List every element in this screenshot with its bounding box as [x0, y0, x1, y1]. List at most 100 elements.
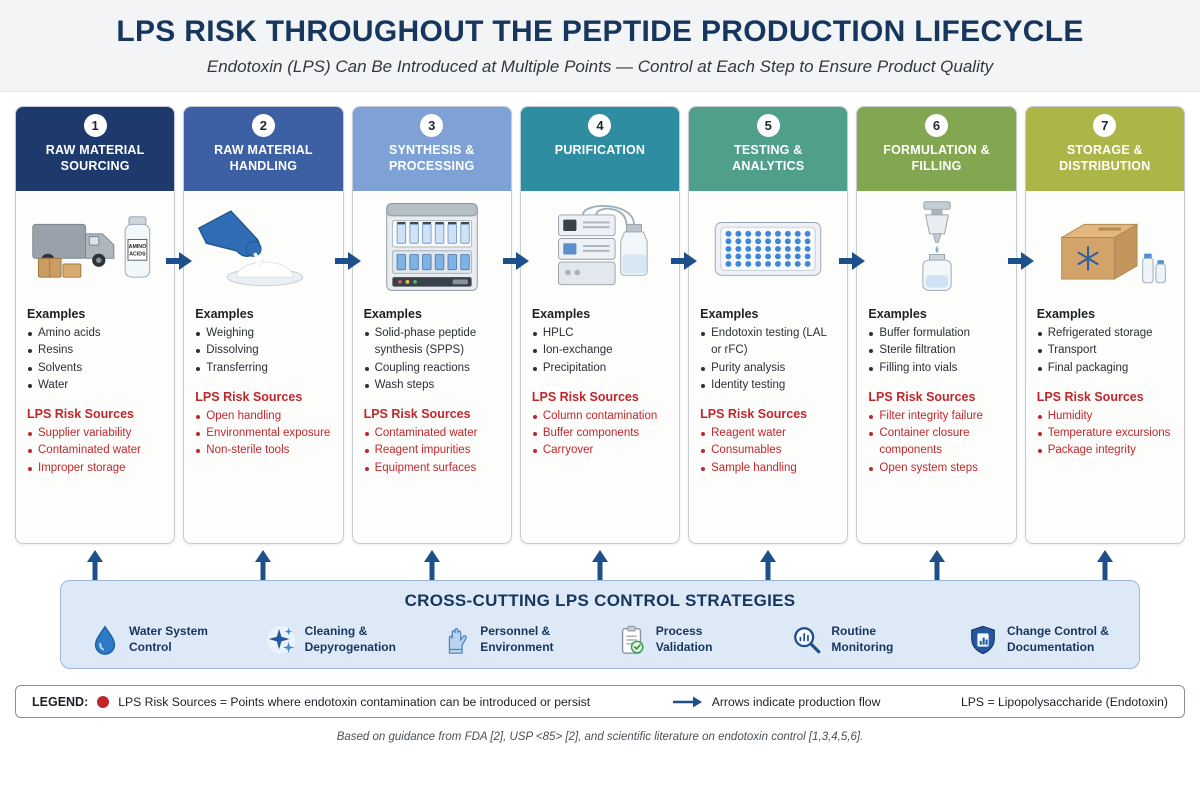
flow-arrow-icon: [166, 252, 192, 275]
risk-item: Reagent water: [700, 425, 836, 442]
risk-item: Contaminated water: [27, 442, 163, 459]
stage-number-badge: 1: [83, 114, 107, 137]
risk-item: Open handling: [195, 408, 331, 425]
example-item: Refrigerated storage: [1037, 325, 1173, 342]
shipping-box-and-vials-illustration: [1059, 223, 1166, 284]
example-item: Wash steps: [364, 377, 500, 394]
risk-item: Humidity: [1037, 408, 1173, 425]
stage-number-badge: 5: [756, 114, 780, 137]
legend-arrow-icon: [672, 696, 702, 707]
examples-heading: Examples: [195, 307, 254, 321]
risk-sources-heading: LPS Risk Sources: [363, 407, 471, 421]
stage-6-illustration-area: [857, 191, 1015, 303]
up-arrow-icon: [856, 550, 1016, 580]
example-item: Final packaging: [1037, 360, 1173, 377]
stage-card-5: 5 TESTING & ANALYTICS: [688, 106, 849, 544]
stage-4-body: Examples HPLC Ion-exchange Precipitation…: [521, 303, 679, 468]
stages-row: 1 RAW MATERIAL SOURCING: [15, 106, 1185, 544]
examples-heading: Examples: [531, 307, 591, 321]
page-header: LPS RISK THROUGHOUT THE PEPTIDE PRODUCTI…: [0, 0, 1200, 92]
up-arrows-row: [15, 550, 1185, 580]
flow-arrow-icon: [503, 252, 529, 275]
examples-list: Refrigerated storage Transport Final pac…: [1037, 325, 1173, 377]
example-item: Dissolving: [195, 342, 331, 359]
stage-title: TESTING & ANALYTICS: [732, 143, 805, 174]
risk-item: Reagent impurities: [364, 442, 500, 459]
risk-item: Equipment surfaces: [364, 460, 500, 477]
stage-2-header: 2 RAW MATERIAL HANDLING: [184, 107, 343, 191]
stage-3-header: 3 SYNTHESIS & PROCESSING: [352, 107, 511, 191]
stage-title: SYNTHESIS & PROCESSING: [388, 143, 475, 174]
risk-sources-list: Reagent water Consumables Sample handlin…: [700, 425, 836, 477]
examples-list: HPLC Ion-exchange Precipitation: [532, 325, 668, 377]
stage-7-illustration-area: [1026, 191, 1184, 303]
flow-arrow-icon: [839, 252, 865, 275]
stage-card-6: 6 FORMULATION & FILLING: [856, 106, 1017, 544]
risk-item: Improper storage: [27, 460, 163, 477]
risk-sources-list: Open handling Environmental exposure Non…: [195, 408, 331, 460]
example-item: Weighing: [195, 325, 331, 342]
risk-item: Column contamination: [532, 408, 668, 425]
examples-list: Solid-phase peptide synthesis (SPPS) Cou…: [364, 325, 500, 394]
risk-item: Sample handling: [700, 460, 836, 477]
risk-item: Container closure components: [868, 425, 1004, 460]
page-title: LPS RISK THROUGHOUT THE PEPTIDE PRODUCTI…: [116, 15, 1084, 48]
legend-arrow-text: Arrows indicate production flow: [711, 694, 881, 709]
example-item: Precipitation: [532, 360, 668, 377]
up-arrow-icon: [183, 550, 343, 580]
stage-7-body: Examples Refrigerated storage Transport …: [1026, 303, 1184, 468]
risk-sources-heading: LPS Risk Sources: [531, 389, 639, 404]
up-arrow-icon: [352, 550, 512, 580]
risk-item: Filter integrity failure: [868, 408, 1004, 425]
flow-arrow-icon: [335, 252, 361, 275]
risk-item: Supplier variability: [27, 425, 163, 442]
legend-label: LEGEND:: [32, 694, 89, 709]
up-arrow-icon: [1025, 550, 1185, 580]
stage-number-badge: 7: [1093, 114, 1117, 137]
legend-bar: LEGEND: LPS Risk Sources = Points where …: [15, 685, 1185, 718]
example-item: Transport: [1037, 342, 1173, 359]
stage-number-badge: 6: [925, 114, 949, 137]
delivery-truck-and-vial-illustration: AMINO ACIDS: [32, 216, 151, 278]
risk-sources-list: Column contamination Buffer components C…: [532, 408, 668, 460]
stage-title: RAW MATERIAL HANDLING: [214, 143, 313, 174]
stage-1-header: 1 RAW MATERIAL SOURCING: [16, 107, 175, 191]
examples-heading: Examples: [1036, 307, 1096, 321]
strategy-item-monitoring: Routine Monitoring: [791, 624, 935, 656]
risk-sources-heading: LPS Risk Sources: [868, 389, 976, 404]
flow-arrow-icon: [671, 252, 697, 275]
up-arrow-icon: [520, 550, 680, 580]
strategy-item-cleaning: Cleaning & Depyrogenation: [265, 624, 409, 656]
clipboard-check-icon: [621, 625, 644, 654]
example-item: Water: [27, 377, 163, 394]
control-strategies-band: CROSS-CUTTING LPS CONTROL STRATEGIES Wat…: [60, 580, 1140, 669]
risk-sources-heading: LPS Risk Sources: [195, 389, 303, 404]
risk-sources-list: Contaminated water Reagent impurities Eq…: [364, 425, 500, 477]
water-drop-icon: [94, 625, 116, 655]
stage-card-2: 2 RAW MATERIAL HANDLING Example: [183, 106, 344, 544]
stage-5-body: Examples Endotoxin testing (LAL or rFC) …: [689, 303, 847, 485]
gloved-hand-pouring-powder-illustration: [198, 210, 304, 287]
example-item: Endotoxin testing (LAL or rFC): [700, 325, 836, 360]
example-item: Transferring: [195, 360, 331, 377]
strategy-label: Personnel & Environment: [480, 624, 554, 654]
examples-heading: Examples: [27, 307, 86, 321]
examples-list: Buffer formulation Sterile filtration Fi…: [868, 325, 1004, 377]
stage-4-illustration-area: [521, 191, 679, 303]
example-item: Identity testing: [700, 377, 836, 394]
risk-sources-list: Humidity Temperature excursions Package …: [1037, 408, 1173, 460]
risk-item: Contaminated water: [364, 425, 500, 442]
stage-card-7: 7 STORAGE & DISTRIBUTION: [1024, 106, 1185, 544]
vial-label-line1: AMINO: [129, 244, 147, 250]
risk-item: Non-sterile tools: [195, 442, 331, 459]
examples-list: Endotoxin testing (LAL or rFC) Purity an…: [700, 325, 836, 394]
glove-icon: [448, 628, 468, 654]
stage-1-body: Examples Amino acids Resins Solvents Wat…: [16, 303, 174, 485]
strategy-item-validation: Process Validation: [616, 624, 760, 656]
stage-title: PURIFICATION: [554, 143, 646, 157]
risk-item: Consumables: [700, 442, 836, 459]
stage-number-badge: 4: [588, 114, 612, 137]
risk-dot-icon: [97, 695, 110, 708]
stage-2-body: Examples Weighing Dissolving Transferrin…: [184, 303, 342, 468]
